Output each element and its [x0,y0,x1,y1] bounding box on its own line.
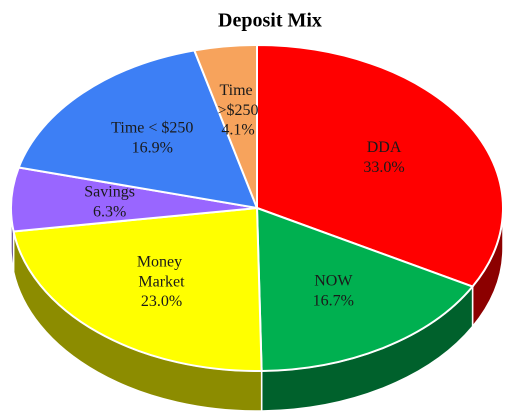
chart-title: Deposit Mix [218,10,322,32]
slice [192,43,258,209]
slice [255,206,475,372]
value-label: 6.3% [93,203,126,220]
slice-label: DDA [367,139,402,156]
slice [17,49,259,210]
value-label: 23.0% [141,293,182,310]
value-label: 33.0% [363,159,404,176]
value-label: 16.7% [313,292,354,309]
slice-label: Savings [84,183,135,200]
slice [256,43,504,288]
slice-label: Time >$250 [218,82,259,119]
pie-tops [10,43,504,372]
pie-labels: DDA 33.0% NOW 16.7% Money Market 23.0% Savings… [84,82,404,311]
slice-label: NOW [314,272,353,289]
value-label: 4.1% [221,122,254,139]
slice-label: Money Market [137,253,186,290]
value-label: 16.9% [132,140,173,157]
slice-label: Time < $250 [111,120,193,137]
slice [12,206,263,372]
